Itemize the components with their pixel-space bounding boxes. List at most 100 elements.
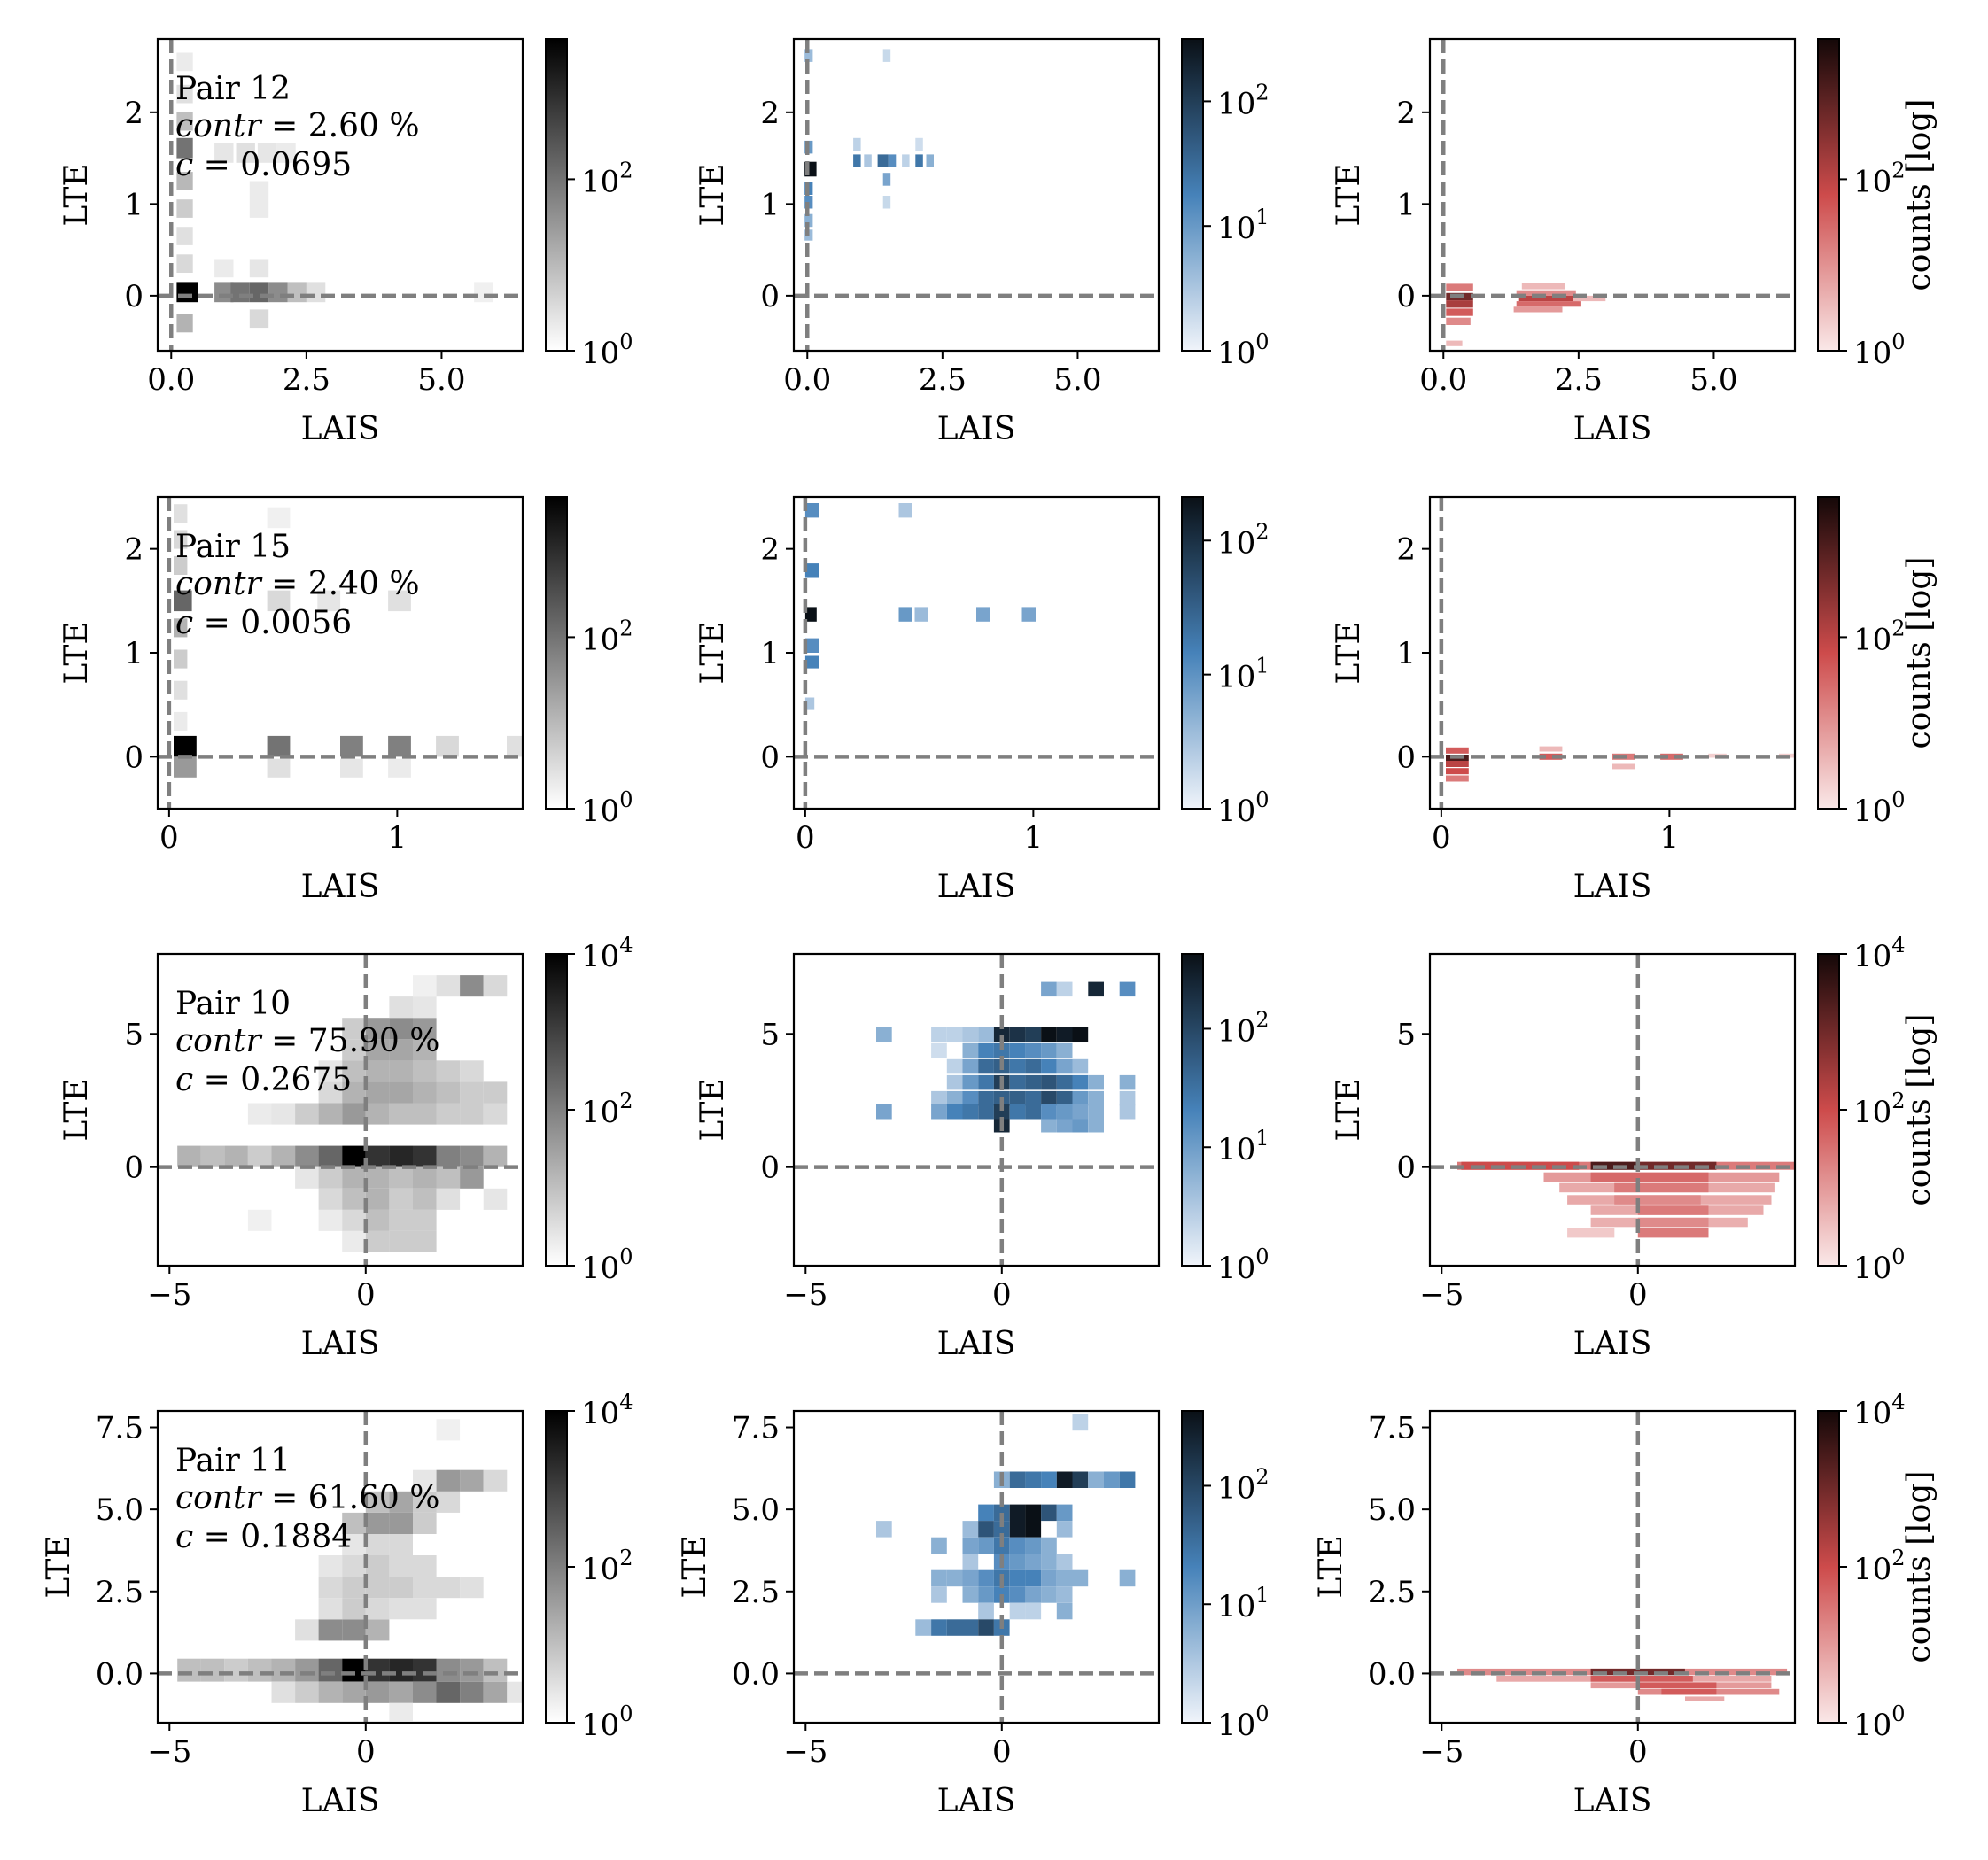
colorbar-tick-label: 100 (1853, 1701, 1906, 1743)
heatmap-cell (342, 1577, 366, 1599)
heatmap-cell (902, 154, 910, 167)
heatmap-cell (413, 996, 437, 1019)
colorbar-tick-label: 100 (1217, 329, 1270, 371)
x-tick-label: 5.0 (1689, 362, 1737, 398)
heatmap-cell (342, 1103, 366, 1125)
heatmap-cell (1056, 1042, 1073, 1058)
heatmap-cell (882, 196, 891, 209)
axes-frame (792, 952, 1161, 1267)
annotation-contr-value: = 61.60 % (261, 1480, 440, 1516)
heatmap-cell (267, 507, 291, 529)
x-tick-label: 0.0 (783, 362, 831, 398)
colorbar-tick-label: 100 (1217, 1701, 1270, 1743)
y-tick-label: 2 (124, 96, 144, 131)
heatmap-cell (1088, 1104, 1104, 1120)
heatmap-cell (1025, 1586, 1042, 1603)
heatmap-cell (946, 1074, 963, 1090)
heatmap-cell (1025, 1104, 1042, 1120)
heatmap-cell (962, 1042, 979, 1058)
colorbar-tick-exponent: 1 (1255, 205, 1269, 229)
y-axis-label: LTE (695, 621, 731, 684)
x-tick-label: 0 (1628, 1277, 1648, 1313)
colorbar-gradient (1181, 38, 1204, 352)
y-axis-label: LTE (695, 163, 731, 226)
y-tick-label: 5.0 (732, 1492, 780, 1528)
heatmap-cell (176, 227, 193, 245)
y-axis-label: LTE (677, 1535, 713, 1598)
heatmap-cell (318, 1081, 343, 1104)
heatmap-cell (247, 1103, 272, 1125)
heatmap-cell (804, 638, 819, 653)
x-tick-label: 0 (1628, 1734, 1648, 1770)
colorbar-tick-base: 10 (581, 939, 619, 974)
colorbar-tick-exponent: 4 (619, 1390, 633, 1414)
colorbar-tick-exponent: 2 (1255, 1464, 1269, 1489)
heatmap-cell (1614, 1182, 1709, 1193)
heatmap-cell (413, 975, 437, 997)
y-axis-label: LTE (1331, 621, 1367, 684)
x-tick-label: 2.5 (283, 362, 330, 398)
heatmap-cell (898, 503, 912, 518)
heatmap-cell (978, 1619, 994, 1636)
heatmap-cell (317, 590, 341, 612)
heatmap-cell (460, 1469, 484, 1492)
heatmap-cell (1056, 1058, 1073, 1074)
colorbar-gradient (1817, 1410, 1840, 1724)
heatmap-cell (413, 1230, 437, 1252)
heatmap-cell (1072, 1104, 1089, 1120)
heatmap-cell (267, 590, 291, 612)
annotation-contr-symbol: contr (175, 1023, 262, 1059)
colorbar-tick-base: 10 (1853, 794, 1891, 829)
heatmap-cell (993, 1104, 1010, 1120)
colorbar-tick-exponent: 2 (619, 158, 633, 182)
heatmap-cell (1025, 1569, 1042, 1587)
heatmap-cell (1539, 746, 1563, 752)
heatmap-cell (1025, 1471, 1042, 1488)
colorbar-gradient (1181, 1410, 1204, 1724)
heatmap-cell (978, 1042, 994, 1058)
heatmap-cell (1056, 1074, 1073, 1090)
heatmap-cell (1025, 1537, 1042, 1554)
heatmap-cell (389, 1577, 413, 1599)
y-tick-label: 1 (760, 636, 780, 671)
heatmap-cell (460, 1060, 484, 1082)
x-tick-label: 0.0 (1419, 362, 1467, 398)
heatmap-cell (1072, 1027, 1089, 1042)
y-tick-label: 0 (760, 740, 780, 775)
heatmap-cell (257, 143, 277, 163)
x-tick-label: 1 (388, 820, 408, 856)
heatmap-cell (483, 1469, 508, 1492)
heatmap-cell (318, 1145, 343, 1167)
colorbar-tick-base: 10 (581, 1552, 619, 1587)
heatmap-cell (1041, 1504, 1057, 1522)
y-tick-label: 2 (1396, 96, 1416, 131)
heatmap-cell (174, 530, 188, 549)
heatmap-cell (1637, 1228, 1709, 1238)
colorbar-gradient (545, 496, 568, 810)
heatmap-cell (1056, 1104, 1073, 1120)
x-axis-label: LAIS (1573, 411, 1652, 447)
heatmap-cell (176, 282, 198, 303)
heatmap-cell (460, 1577, 484, 1599)
heatmap-cell (931, 1569, 947, 1587)
colorbar-tick-exponent: 0 (1255, 1244, 1269, 1269)
colorbar-tick-label: 101 (1217, 654, 1270, 695)
colorbar-tick-exponent: 4 (1891, 933, 1905, 957)
colorbar-tick-exponent: 2 (1891, 616, 1905, 640)
colorbar-tick-label: 102 (1853, 616, 1906, 657)
heatmap-cell (236, 143, 255, 163)
colorbar-tick-label: 100 (1217, 1244, 1270, 1286)
heatmap-cells (804, 503, 1036, 710)
colorbar-tick-label: 102 (581, 158, 633, 199)
annotation-c-symbol: c (175, 605, 193, 641)
annotation-contr-symbol: contr (175, 566, 262, 602)
heatmap-cell (1446, 747, 1469, 754)
heatmap-cell (915, 137, 923, 151)
heatmap-cell (271, 1658, 296, 1682)
heatmap-cell (1685, 1696, 1725, 1701)
